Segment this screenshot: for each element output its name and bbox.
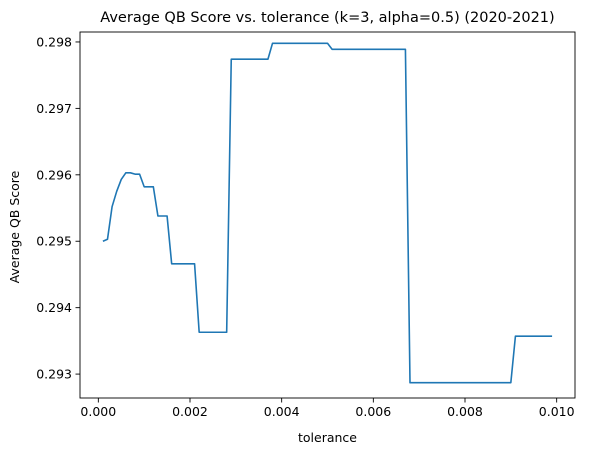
- axes-frame: [79, 31, 576, 399]
- y-axis-label: Average QB Score: [7, 170, 22, 283]
- y-tick-label: 0.293: [36, 367, 72, 382]
- y-tick-label: 0.297: [36, 101, 72, 116]
- y-tick-label: 0.298: [36, 34, 72, 49]
- series-line: [102, 42, 553, 384]
- y-tick-label: 0.296: [36, 167, 72, 182]
- x-tick-label: 0.000: [80, 404, 116, 419]
- plot-area: 0.000 0.002 0.004 0.006 0.008 0.010 0.293 0.294…: [36, 31, 576, 419]
- x-tick-label: 0.004: [264, 404, 300, 419]
- y-tick-label: 0.295: [36, 234, 72, 249]
- y-tick-label: 0.294: [36, 300, 72, 315]
- x-axis-label: tolerance: [298, 430, 357, 445]
- x-tick-label: 0.006: [355, 404, 391, 419]
- x-tick-label: 0.010: [539, 404, 575, 419]
- chart-title: Average QB Score vs. tolerance (k=3, alp…: [100, 10, 554, 26]
- x-tick-label: 0.008: [447, 404, 483, 419]
- x-tick-label: 0.002: [172, 404, 208, 419]
